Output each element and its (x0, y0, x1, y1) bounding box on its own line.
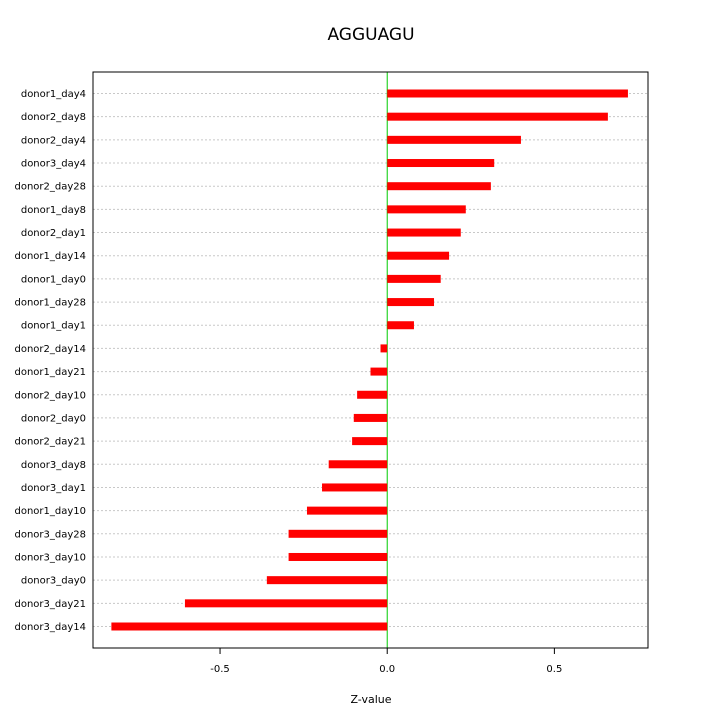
bar (387, 89, 628, 98)
bar (387, 298, 435, 307)
x-tick-label: 0.5 (546, 664, 562, 675)
bar (387, 251, 450, 260)
plot-frame (92, 71, 649, 649)
y-tick-label: donor3_day10 (14, 552, 86, 563)
y-tick-label: donor3_day28 (14, 529, 86, 540)
y-tick-label: donor1_day8 (21, 205, 86, 216)
bar (322, 483, 388, 492)
y-tick-label: donor2_day10 (14, 390, 86, 401)
grid-layer (93, 93, 648, 627)
y-tick-label: donor1_day21 (14, 367, 86, 378)
y-tick-label: donor3_day8 (21, 460, 86, 471)
bar (387, 112, 608, 121)
y-tick-label: donor3_day1 (21, 483, 86, 494)
bar (387, 228, 461, 237)
y-tick-label: donor2_day1 (21, 228, 86, 239)
y-tick-label: donor1_day0 (21, 274, 86, 285)
y-tick-label: donor2_day8 (21, 112, 86, 123)
y-tick-label: donor3_day14 (14, 622, 86, 633)
y-tick-label: donor2_day28 (14, 182, 86, 193)
y-tick-label: donor1_day4 (21, 89, 86, 100)
bar (288, 552, 388, 561)
bar (387, 205, 466, 214)
bar (380, 344, 388, 353)
bar (357, 390, 388, 399)
bar (288, 529, 388, 538)
y-tick-label: donor2_day21 (14, 437, 86, 448)
y-tick-label: donor2_day0 (21, 413, 86, 424)
bar (370, 367, 388, 376)
bar (266, 576, 388, 585)
x-axis-label: Z-value (350, 693, 391, 706)
bar (111, 622, 388, 631)
bar (387, 274, 441, 283)
bar (387, 182, 491, 191)
bar (328, 460, 388, 469)
y-tick-label: donor1_day28 (14, 298, 86, 309)
x-axis: -0.5 0.0 0.5 (210, 647, 562, 675)
bar (352, 437, 388, 446)
x-tick-label: -0.5 (210, 664, 230, 675)
bar (306, 506, 388, 515)
y-tick-label: donor2_day14 (14, 344, 86, 355)
bar (184, 599, 388, 608)
y-tick-label: donor3_day21 (14, 599, 86, 610)
bar (353, 413, 388, 422)
y-tick-label: donor1_day1 (21, 321, 86, 332)
bar (387, 135, 521, 144)
bar-layer (111, 89, 628, 631)
y-tick-label: donor3_day0 (21, 576, 86, 587)
y-tick-label: donor3_day4 (21, 159, 86, 170)
x-tick-label: 0.0 (379, 664, 395, 675)
y-tick-label: donor1_day10 (14, 506, 86, 517)
bar (387, 321, 414, 330)
y-tick-label: donor2_day4 (21, 135, 86, 146)
chart-title: AGGUAGU (327, 25, 414, 45)
bar (387, 159, 495, 168)
y-tick-labels: donor1_day4 donor2_day8 donor2_day4 donor3_… (14, 89, 86, 633)
y-tick-label: donor1_day14 (14, 251, 86, 262)
